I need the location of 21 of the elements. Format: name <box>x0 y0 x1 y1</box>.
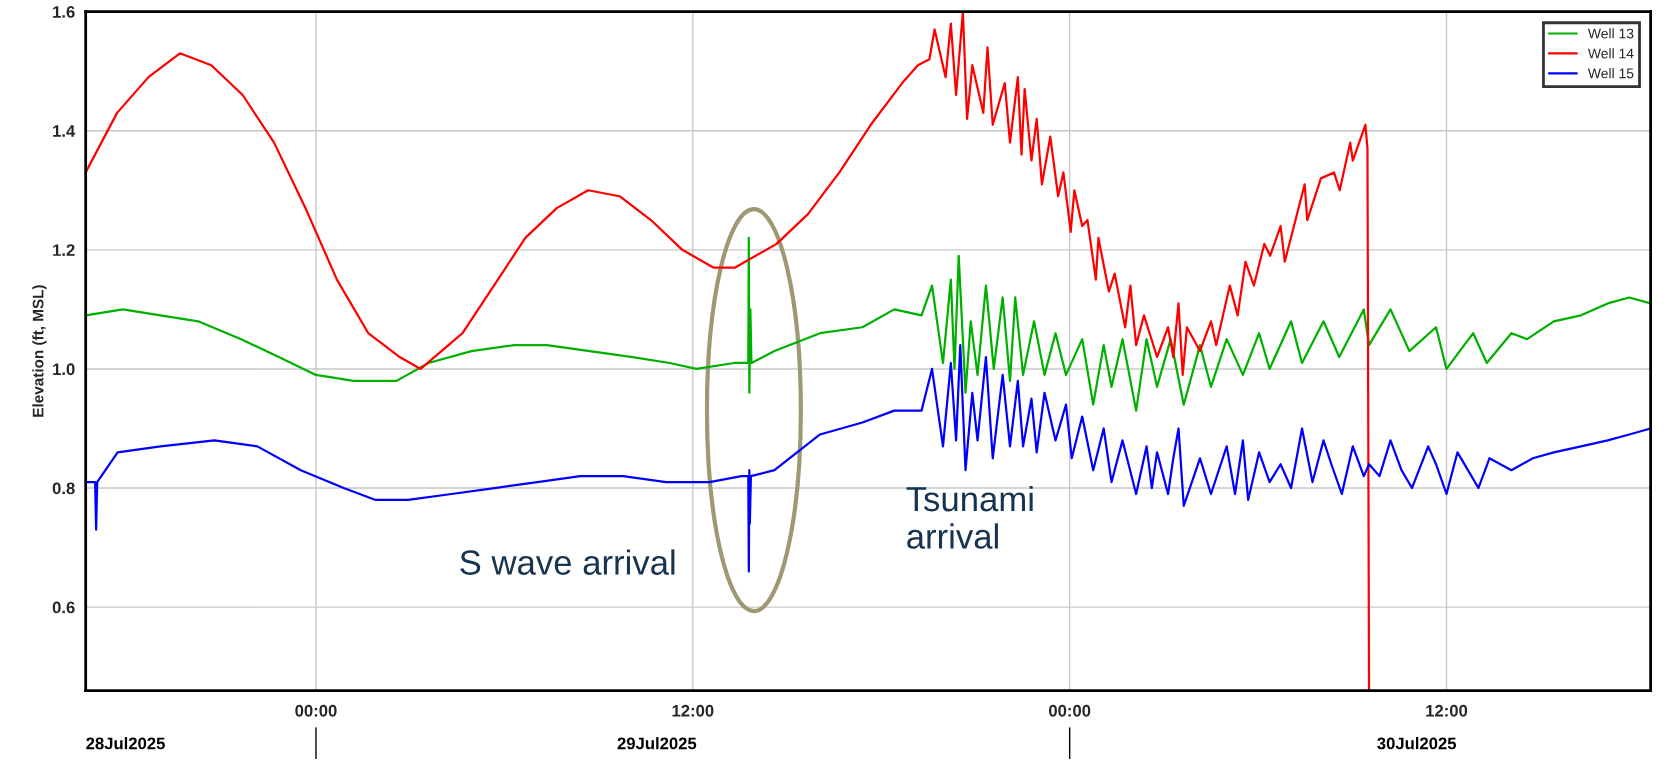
annotation: Tsunami arrival <box>906 485 1033 549</box>
text: 29Jul2025 <box>617 737 697 750</box>
line-series <box>85 344 1651 573</box>
x-tick-label: 12:00 <box>1426 704 1468 717</box>
x-tick-label: 12:00 <box>672 704 714 717</box>
y-tick-label: 0.8 <box>52 482 75 495</box>
line-series <box>85 236 1651 412</box>
legend-label: Well 13 <box>1587 28 1634 39</box>
x-tick-label: 00:00 <box>1049 704 1091 717</box>
legend-label: Well 15 <box>1587 68 1634 79</box>
y-axis-title: Elevation (ft, MSL) <box>32 285 47 417</box>
text: 28Jul2025 <box>86 737 165 750</box>
y-tick-label: 1.4 <box>53 125 76 137</box>
y-tick-label: 1.6 <box>53 6 75 18</box>
annotation: S wave arrival <box>460 549 675 575</box>
x-tick-label: 00:00 <box>295 704 337 717</box>
legend-label: Well 14 <box>1587 48 1634 59</box>
y-tick-label: 1.0 <box>53 363 75 376</box>
y-tick-label: 0.6 <box>52 601 75 614</box>
y-tick-label: 1.2 <box>53 244 75 256</box>
text: 30Jul2025 <box>1377 737 1457 750</box>
